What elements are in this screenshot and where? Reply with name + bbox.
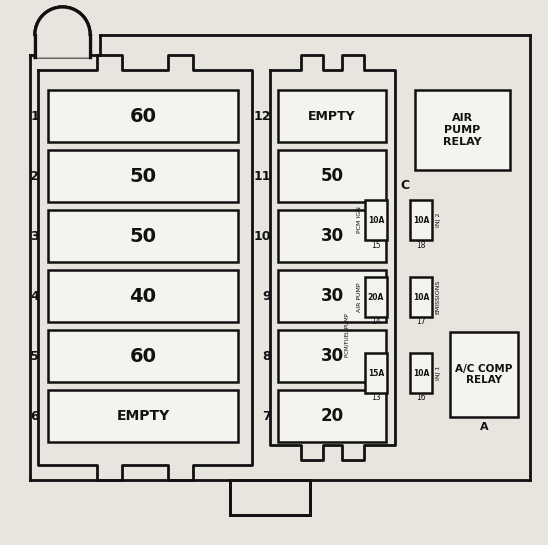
Text: 50: 50 <box>129 167 157 185</box>
Text: 3: 3 <box>30 229 39 243</box>
Text: 8: 8 <box>262 349 271 362</box>
Bar <box>278 90 386 142</box>
Polygon shape <box>35 7 90 57</box>
Bar <box>48 210 238 262</box>
Bar <box>278 210 386 262</box>
Polygon shape <box>270 55 395 460</box>
Bar <box>365 353 387 393</box>
Text: AIR PUMP: AIR PUMP <box>357 282 362 312</box>
Text: 10A: 10A <box>413 215 429 225</box>
Text: 13: 13 <box>371 393 381 403</box>
Text: 15A: 15A <box>368 368 384 378</box>
Polygon shape <box>38 55 252 480</box>
Polygon shape <box>30 35 530 480</box>
Text: 50: 50 <box>129 227 157 245</box>
Bar <box>278 150 386 202</box>
Polygon shape <box>35 7 90 57</box>
Bar <box>415 90 510 170</box>
Bar <box>410 277 432 317</box>
Bar <box>48 270 238 322</box>
Text: 50: 50 <box>321 167 344 185</box>
Bar <box>48 390 238 442</box>
Text: 60: 60 <box>129 106 157 125</box>
Text: AIR
PUMP
RELAY: AIR PUMP RELAY <box>443 113 482 147</box>
Text: A: A <box>480 422 488 432</box>
Text: 30: 30 <box>321 347 344 365</box>
Text: 11: 11 <box>254 169 271 183</box>
Text: 5: 5 <box>30 349 39 362</box>
Text: INJ 2: INJ 2 <box>436 213 441 227</box>
Bar <box>278 270 386 322</box>
Text: 40: 40 <box>129 287 157 306</box>
Text: 20: 20 <box>321 407 344 425</box>
Bar <box>48 90 238 142</box>
Text: 16: 16 <box>416 393 426 403</box>
Bar <box>410 353 432 393</box>
Text: 30: 30 <box>321 287 344 305</box>
Text: EMISSIONS: EMISSIONS <box>436 280 441 314</box>
Text: 1: 1 <box>30 110 39 123</box>
Text: 7: 7 <box>262 409 271 422</box>
Bar <box>48 330 238 382</box>
Bar <box>365 200 387 240</box>
Text: 17: 17 <box>416 318 426 326</box>
Text: 10A: 10A <box>413 368 429 378</box>
Text: 12: 12 <box>254 110 271 123</box>
Text: 20A: 20A <box>368 293 384 301</box>
Text: PCM IGN: PCM IGN <box>357 207 362 233</box>
Bar <box>230 480 310 515</box>
Bar <box>450 332 518 417</box>
Text: PCM/FUEL PUMP: PCM/FUEL PUMP <box>345 313 350 357</box>
Text: C: C <box>400 179 409 191</box>
Text: 15: 15 <box>371 240 381 250</box>
Text: 4: 4 <box>30 289 39 302</box>
Text: 9: 9 <box>262 289 271 302</box>
Bar <box>410 200 432 240</box>
Bar <box>278 330 386 382</box>
Text: 60: 60 <box>129 347 157 366</box>
Text: 18: 18 <box>416 240 426 250</box>
Text: 10A: 10A <box>413 293 429 301</box>
Text: INJ 1: INJ 1 <box>436 366 441 380</box>
Text: 2: 2 <box>30 169 39 183</box>
Text: EMPTY: EMPTY <box>308 110 356 123</box>
Bar <box>365 277 387 317</box>
Text: A/C COMP
RELAY: A/C COMP RELAY <box>455 364 513 385</box>
Text: EMPTY: EMPTY <box>116 409 170 423</box>
Text: 30: 30 <box>321 227 344 245</box>
Text: 10: 10 <box>254 229 271 243</box>
Text: 14: 14 <box>371 318 381 326</box>
Text: 6: 6 <box>30 409 39 422</box>
Bar <box>278 390 386 442</box>
Bar <box>48 150 238 202</box>
Bar <box>230 480 310 515</box>
Text: 10A: 10A <box>368 215 384 225</box>
